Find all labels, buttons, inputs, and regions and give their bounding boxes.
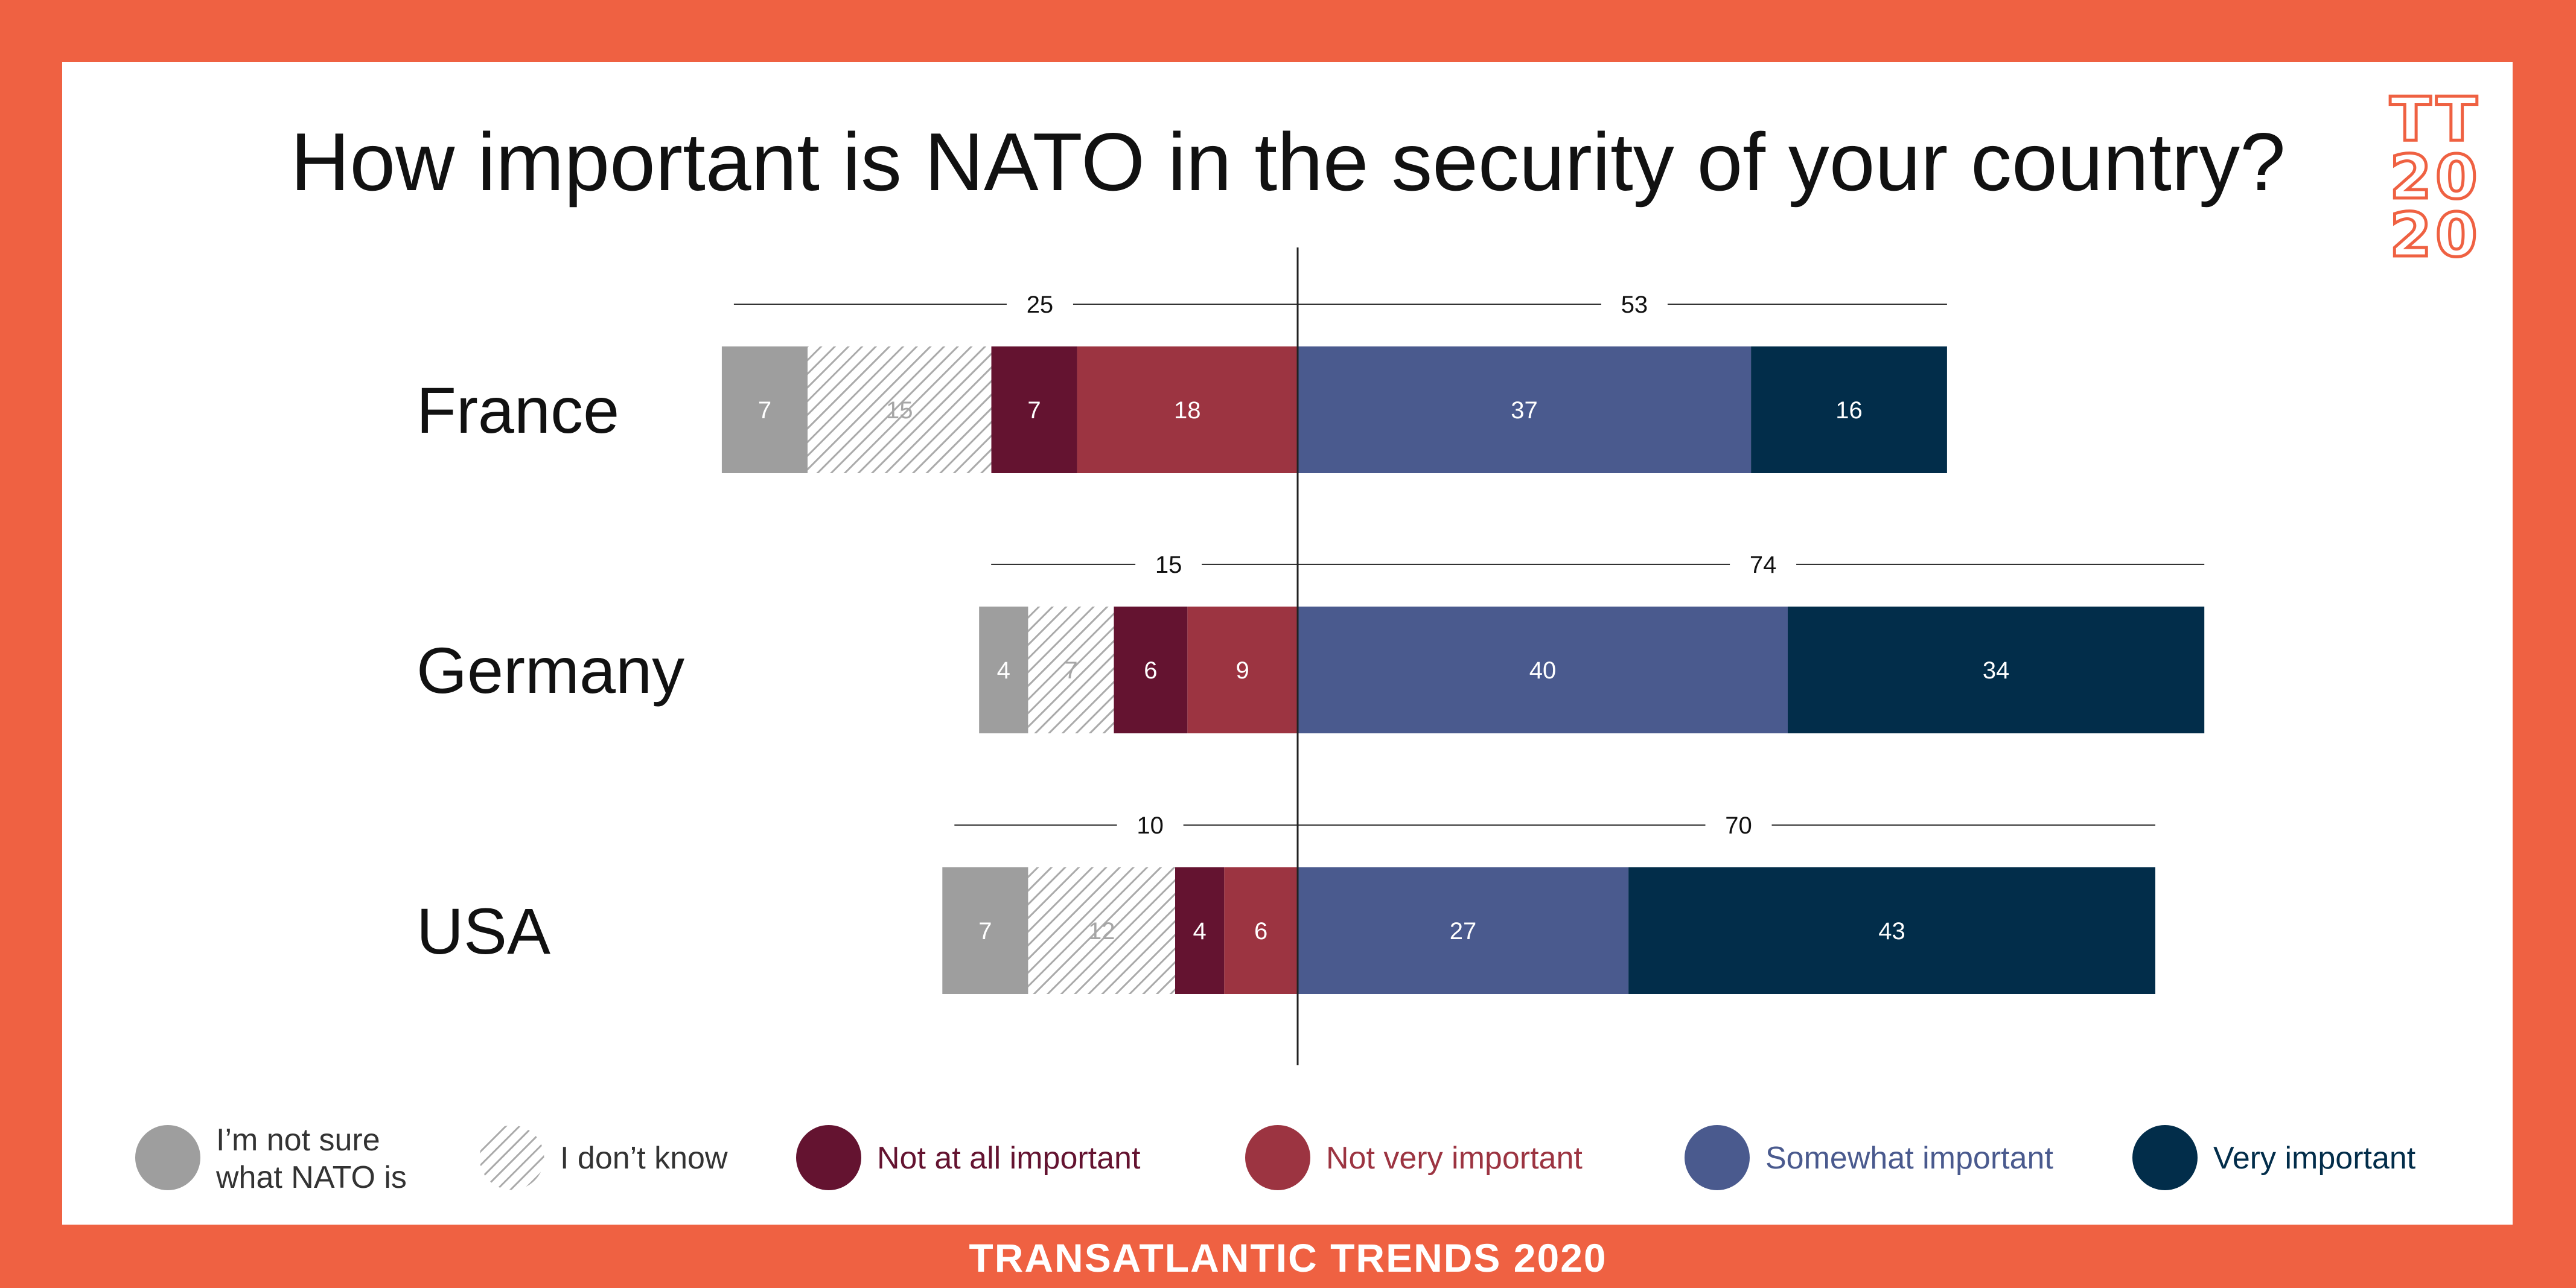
data-label: 40 bbox=[1529, 657, 1557, 684]
legend-swatch bbox=[1245, 1125, 1310, 1190]
bar-segment bbox=[808, 346, 992, 473]
bar-segment bbox=[1175, 867, 1225, 994]
data-label: 4 bbox=[997, 657, 1010, 684]
data-label: 15 bbox=[886, 397, 913, 424]
data-label: 6 bbox=[1144, 657, 1157, 684]
footer-brand: TRANSATLANTIC TRENDS 2020 bbox=[969, 1235, 1607, 1280]
bar-segment bbox=[1628, 867, 2155, 994]
data-label: 4 bbox=[1193, 918, 1206, 945]
data-label: 43 bbox=[1878, 918, 1905, 945]
bar-segment bbox=[1298, 867, 1629, 994]
bar-segment bbox=[942, 867, 1028, 994]
data-label: 6 bbox=[1254, 918, 1267, 945]
bar-segment bbox=[1298, 607, 1788, 733]
legend-swatch bbox=[2132, 1125, 2198, 1190]
legend-label: Not at all important bbox=[877, 1141, 1141, 1176]
bar-segment bbox=[1187, 607, 1298, 733]
data-label: 7 bbox=[1027, 397, 1041, 424]
negative-total-label: 15 bbox=[1155, 552, 1182, 578]
bar-segment bbox=[1114, 607, 1188, 733]
bar-segment bbox=[1028, 607, 1114, 733]
legend-swatch bbox=[1685, 1125, 1750, 1190]
country-label: USA bbox=[416, 894, 550, 968]
bar-segment bbox=[1224, 867, 1298, 994]
negative-total-label: 25 bbox=[1027, 292, 1054, 318]
data-label: 7 bbox=[758, 397, 771, 424]
bar-segment bbox=[1751, 346, 1947, 473]
legend-swatch bbox=[479, 1124, 545, 1191]
negative-total-label: 10 bbox=[1137, 812, 1164, 839]
bar-segment bbox=[991, 346, 1077, 473]
legend-label: I don’t know bbox=[560, 1141, 728, 1176]
bar-segment bbox=[1028, 867, 1175, 994]
legend-label: Somewhat important bbox=[1765, 1141, 2053, 1176]
data-label: 34 bbox=[1983, 657, 2010, 684]
legend-swatch bbox=[796, 1125, 861, 1190]
legend-label: what NATO is bbox=[215, 1160, 407, 1195]
legend-swatch bbox=[135, 1125, 200, 1190]
chart-title: How important is NATO in the security of… bbox=[290, 116, 2286, 208]
legend-label: Not very important bbox=[1326, 1141, 1583, 1176]
positive-total-label: 70 bbox=[1725, 812, 1752, 839]
positive-total-label: 74 bbox=[1750, 552, 1777, 578]
bar-segment bbox=[721, 346, 808, 473]
logo-line-1: TT bbox=[2388, 84, 2481, 155]
logo-line-2: 20 bbox=[2388, 142, 2481, 212]
bar-segment bbox=[979, 607, 1028, 733]
data-label: 12 bbox=[1088, 918, 1115, 945]
country-label: France bbox=[416, 374, 619, 447]
tt2020-logo: TT 20 20 bbox=[2384, 84, 2487, 270]
data-label: 9 bbox=[1236, 657, 1249, 684]
country-label: Germany bbox=[416, 634, 684, 707]
logo-line-3: 20 bbox=[2388, 200, 2481, 270]
data-label: 7 bbox=[978, 918, 992, 945]
data-label: 16 bbox=[1835, 397, 1863, 424]
bar-segment bbox=[1077, 346, 1298, 473]
legend-label: I’m not sure bbox=[216, 1123, 380, 1158]
bar-segment bbox=[1298, 346, 1752, 473]
data-label: 7 bbox=[1064, 657, 1077, 684]
data-label: 18 bbox=[1174, 397, 1201, 424]
positive-total-label: 53 bbox=[1621, 292, 1648, 318]
data-label: 37 bbox=[1511, 397, 1538, 424]
bar-segment bbox=[1788, 607, 2205, 733]
data-label: 27 bbox=[1450, 918, 1477, 945]
legend-label: Very important bbox=[2213, 1141, 2416, 1176]
